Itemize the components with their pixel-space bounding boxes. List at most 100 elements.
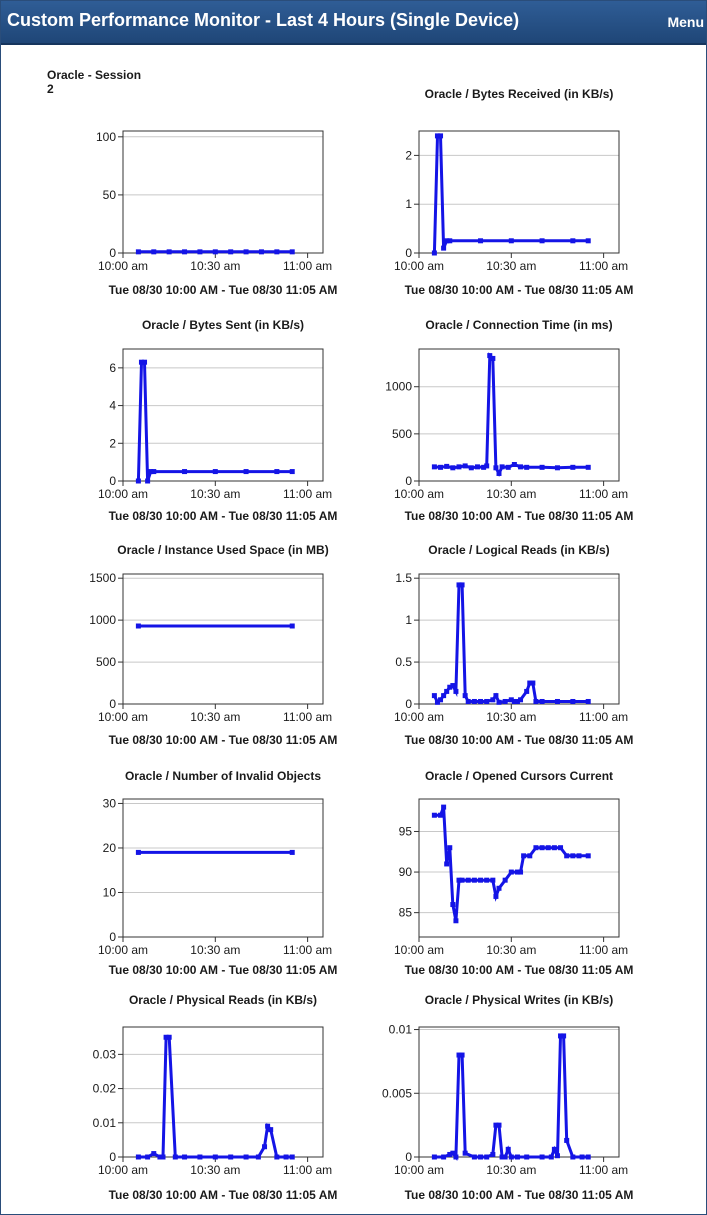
- data-point: [447, 1151, 453, 1157]
- data-point: [551, 845, 557, 851]
- data-point: [490, 697, 496, 703]
- data-point: [514, 1154, 520, 1160]
- data-point: [514, 869, 520, 875]
- x-range-label: Tue 08/30 10:00 AM - Tue 08/30 11:05 AM: [405, 1188, 634, 1202]
- y-tick-label: 90: [399, 865, 413, 879]
- data-point: [255, 1154, 261, 1160]
- data-point: [570, 698, 576, 704]
- y-tick-label: 1500: [89, 571, 116, 585]
- data-point: [151, 469, 157, 475]
- data-point: [548, 1154, 554, 1160]
- data-point: [505, 464, 511, 470]
- data-point: [576, 853, 582, 859]
- plot-frame: [418, 1026, 620, 1158]
- data-point: [496, 1122, 502, 1128]
- data-point: [283, 1154, 289, 1160]
- x-tick-label: 11:00 am: [283, 1163, 332, 1177]
- data-point: [459, 582, 465, 588]
- data-point: [484, 877, 490, 883]
- data-point: [465, 698, 471, 704]
- x-tick-label: 11:00 am: [579, 259, 628, 273]
- y-tick-label: 0.005: [382, 1086, 412, 1100]
- data-point: [438, 697, 444, 703]
- plot-frame: [418, 130, 620, 254]
- y-tick-label: 1000: [385, 380, 412, 394]
- data-point: [142, 359, 148, 365]
- data-point: [145, 1154, 151, 1160]
- data-point: [289, 849, 295, 855]
- data-point: [518, 869, 524, 875]
- data-point: [197, 1154, 203, 1160]
- data-point: [539, 1154, 545, 1160]
- data-point: [474, 464, 480, 470]
- y-tick-label: 95: [399, 824, 413, 838]
- data-point: [527, 680, 533, 686]
- y-tick-label: 0.03: [93, 1047, 117, 1061]
- data-point: [447, 845, 453, 851]
- x-tick-label: 10:30 am: [486, 710, 536, 724]
- data-point: [585, 1154, 591, 1160]
- y-tick-label: 500: [96, 655, 116, 669]
- data-point: [539, 464, 545, 470]
- data-point: [570, 464, 576, 470]
- data-point: [585, 464, 591, 470]
- data-point: [493, 693, 499, 699]
- x-tick-label: 10:00 am: [394, 943, 444, 957]
- data-point: [484, 463, 490, 469]
- y-tick-label: 1000: [89, 613, 116, 627]
- data-point: [585, 238, 591, 244]
- data-point: [524, 1154, 530, 1160]
- data-point: [508, 697, 514, 703]
- x-tick-label: 10:30 am: [486, 943, 536, 957]
- data-point: [468, 465, 474, 471]
- x-tick-label: 10:30 am: [486, 1163, 536, 1177]
- data-point: [511, 462, 517, 467]
- data-point: [444, 861, 450, 867]
- data-point: [524, 464, 530, 470]
- chart-panel: Oracle / Instance Used Space (in MB) 0 500…: [89, 543, 337, 747]
- y-tick-label: 0: [109, 246, 116, 260]
- data-point: [496, 470, 502, 476]
- x-tick-label: 10:00 am: [98, 943, 148, 957]
- data-point: [478, 698, 484, 704]
- plot-frame: [122, 130, 324, 254]
- data-point: [502, 698, 508, 704]
- chart-panel: Oracle / Physical Reads (in KB/s) 0 0.01 0.…: [93, 993, 338, 1202]
- data-point: [268, 1127, 274, 1133]
- data-point: [558, 1033, 564, 1039]
- data-point: [585, 698, 591, 704]
- y-tick-label: 20: [103, 841, 117, 855]
- data-point: [434, 699, 440, 705]
- y-tick-label: 30: [103, 796, 117, 810]
- data-point: [456, 582, 462, 588]
- data-point: [243, 249, 249, 255]
- chart-panel: Oracle / Connection Time (in ms) 0 500 1000…: [385, 318, 633, 523]
- data-point: [499, 464, 505, 470]
- data-point: [438, 133, 444, 139]
- chart-title: Oracle / Instance Used Space (in MB): [117, 543, 328, 557]
- data-point: [243, 1154, 249, 1160]
- data-point: [145, 478, 151, 484]
- y-tick-label: 0: [405, 1150, 412, 1164]
- y-tick-label: 0: [405, 474, 412, 488]
- menu-button[interactable]: Menu: [667, 14, 704, 30]
- data-point: [564, 1137, 570, 1143]
- data-point: [533, 845, 539, 851]
- x-range-label: Tue 08/30 10:00 AM - Tue 08/30 11:05 AM: [405, 963, 634, 977]
- data-point: [289, 1154, 295, 1160]
- series-line: [136, 360, 293, 482]
- data-point: [431, 812, 437, 818]
- x-tick-label: 11:00 am: [283, 259, 332, 273]
- y-tick-label: 0.01: [389, 1023, 413, 1037]
- page-title: Custom Performance Monitor - Last 4 Hour…: [7, 10, 520, 30]
- data-point: [490, 355, 496, 361]
- data-point: [539, 698, 545, 704]
- data-point: [438, 812, 444, 818]
- data-point: [212, 249, 218, 255]
- data-point: [456, 877, 462, 883]
- data-point: [138, 359, 144, 365]
- x-tick-label: 10:30 am: [190, 710, 240, 724]
- data-point: [289, 469, 295, 475]
